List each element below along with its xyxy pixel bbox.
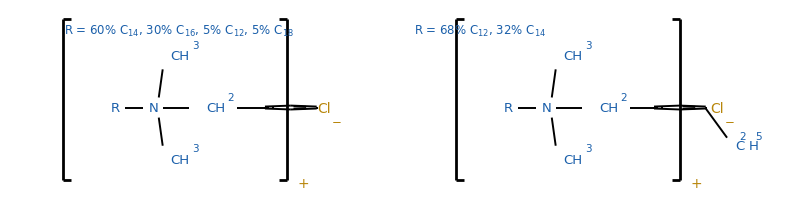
Text: 3: 3 [193,41,199,51]
Text: 3: 3 [586,143,592,153]
Text: Cl: Cl [710,101,723,115]
Text: CH: CH [600,102,619,114]
Text: CH: CH [564,50,582,62]
Text: Cl: Cl [317,101,330,115]
Text: CH: CH [171,50,189,62]
Text: N: N [149,102,158,114]
Text: N: N [542,102,551,114]
Text: CH: CH [171,154,189,166]
Text: CH: CH [207,102,226,114]
Text: +: + [297,176,309,190]
Text: 5: 5 [755,131,762,141]
Text: H: H [749,140,759,152]
Text: R: R [111,102,120,114]
Text: 2: 2 [620,93,626,103]
Text: 2: 2 [740,131,746,141]
Text: +: + [690,176,702,190]
Text: −: − [725,116,735,128]
Text: −: − [332,116,342,128]
Text: CH: CH [564,154,582,166]
Text: R = 68% C$_{12}$, 32% C$_{14}$: R = 68% C$_{12}$, 32% C$_{14}$ [414,24,546,39]
Text: 3: 3 [193,143,199,153]
Text: R = 60% C$_{14}$, 30% C$_{16}$, 5% C$_{12}$, 5% C$_{18}$: R = 60% C$_{14}$, 30% C$_{16}$, 5% C$_{1… [64,24,295,39]
Text: C: C [735,140,744,152]
Text: 3: 3 [586,41,592,51]
Text: 2: 2 [227,93,233,103]
Text: R: R [504,102,513,114]
